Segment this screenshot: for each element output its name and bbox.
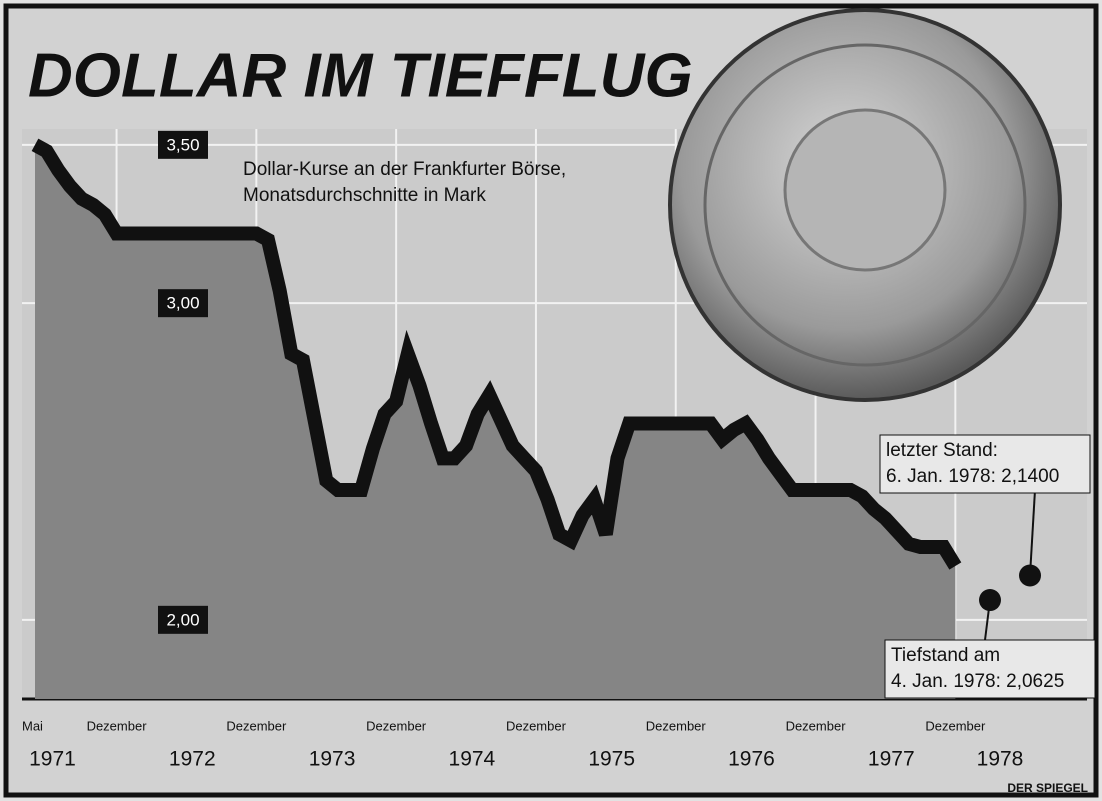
coin <box>668 8 1062 402</box>
x-tick-label: Dezember <box>87 718 148 733</box>
x-tick-label: Mai <box>22 718 43 733</box>
source: DER SPIEGEL <box>1007 781 1088 795</box>
coin-emblem <box>783 108 947 272</box>
year-label: 1974 <box>449 748 496 771</box>
year-label: 1973 <box>309 748 356 771</box>
chart-title: DOLLAR IM TIEFFLUG <box>28 41 693 110</box>
y-tick-label: 2,00 <box>166 610 199 629</box>
tick-label-box <box>158 289 208 318</box>
tick-label-box <box>158 605 208 634</box>
annotation-text: 4. Jan. 1978: 2,0625 <box>891 671 1064 692</box>
tick-label-box <box>158 130 208 159</box>
chart-subtitle: Monatsdurchschnitte in Mark <box>243 185 486 206</box>
x-tick-label: Dezember <box>506 718 567 733</box>
year-label: 1975 <box>588 748 635 771</box>
year-label: 1978 <box>977 748 1024 771</box>
annotation-text: 6. Jan. 1978: 2,1400 <box>886 466 1059 487</box>
text-layer: DOLLAR IM TIEFFLUG Dollar-Kurse an der F… <box>22 41 1096 795</box>
year-label: 1971 <box>29 748 76 771</box>
annotation-point <box>1019 564 1041 587</box>
x-tick-label: Dezember <box>366 718 427 733</box>
annotation-box <box>879 434 1091 494</box>
x-tick-label: Dezember <box>925 718 986 733</box>
annotation-box <box>884 639 1096 699</box>
coin-rim <box>703 43 1027 367</box>
year-label: 1972 <box>169 748 216 771</box>
y-tick-label: 3,50 <box>166 135 199 154</box>
annotation-leader <box>1029 489 1036 576</box>
annotation-point <box>979 589 1001 612</box>
line <box>31 138 962 570</box>
x-tick-label: Dezember <box>646 718 707 733</box>
year-label: 1977 <box>868 748 915 771</box>
annotation-text: letzter Stand: <box>886 440 998 461</box>
annotation-text: Tiefstand am <box>891 645 1000 666</box>
y-tick-label: 3,00 <box>166 294 199 313</box>
plot-layer <box>22 129 1087 701</box>
year-label: 1976 <box>728 748 775 771</box>
chart-subtitle: Dollar-Kurse an der Frankfurter Börse, <box>243 159 566 180</box>
x-tick-label: Dezember <box>786 718 847 733</box>
x-tick-label: Dezember <box>226 718 287 733</box>
